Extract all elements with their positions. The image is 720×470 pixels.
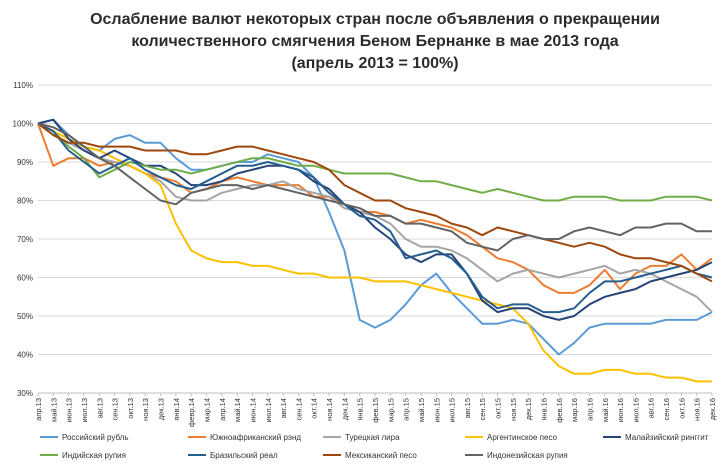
legend-label: Турецкая лира [345,433,400,442]
series-line-1 [37,118,713,356]
series-line-7 [37,122,713,314]
x-tick-label: окт.15 [494,398,503,419]
x-tick-label: дек.13 [157,398,166,420]
x-tick-label: дек.16 [708,398,717,420]
legend-item: Индонезийская рупия [465,451,568,460]
x-tick-label: ноя.15 [509,398,518,421]
series-line-6 [37,122,713,202]
x-tick-label: июн.14 [248,398,257,422]
x-tick-label: авг.13 [95,398,104,418]
x-tick-label: июл.14 [264,398,273,422]
x-tick-label: авг.15 [463,398,472,418]
legend-label: Бразильский реал [210,451,278,460]
y-axis: 30% 40% 50% 60% 70% 80% 90% 100% 110% [13,81,33,398]
legend-item: Индийская рупия [40,451,126,460]
x-tick-label: сен.14 [294,398,303,421]
x-tick-label: июл.16 [631,398,640,422]
x-tick-label: дек.15 [524,398,533,420]
y-tick-label: 30% [17,389,33,398]
legend-item: Мексиканский песо [323,451,417,460]
chart-title: Ослабление валют некоторых стран после о… [90,11,660,72]
y-tick-label: 70% [17,235,33,244]
x-tick-label: окт.14 [310,398,319,419]
series-line-5 [37,118,713,321]
series-line-8 [37,122,713,283]
x-tick-label: апр.16 [585,398,594,421]
series-line-4 [37,122,712,383]
y-tick-label: 50% [17,312,33,321]
series-line-3 [37,122,713,313]
x-tick-label: окт.13 [126,398,135,419]
legend-label: Южноафриканский рэнд [210,433,301,442]
x-tick-label: фев.16 [555,398,564,423]
x-tick-label: май.14 [233,398,242,422]
x-tick-label: апр.15 [402,398,411,421]
x-tick-label: дек.14 [340,398,349,420]
x-tick-label: февр.14 [187,398,196,427]
x-tick-label: ноя.16 [693,398,702,421]
legend-item: Южноафриканский рэнд [188,433,301,442]
legend-item: Российский рубль [40,433,129,442]
x-tick-label: июн.13 [65,398,74,422]
x-tick-label: мар.16 [570,398,579,422]
legend: Российский рубль Южноафриканский рэнд Туре… [40,433,709,460]
y-tick-label: 100% [13,120,33,129]
x-tick-label: ноя.13 [141,398,150,421]
legend-label: Индонезийская рупия [487,451,568,460]
y-tick-label: 80% [17,197,33,206]
legend-item: Бразильский реал [188,451,278,460]
x-tick-label: май.13 [49,398,58,422]
chart-title-line-3: (апрель 2013 = 100%) [291,55,458,72]
x-tick-label: сен.16 [662,398,671,421]
x-tick-label: авг.16 [647,398,656,418]
chart-title-line-2: количественного смягчения Беном Бернанке… [131,33,618,50]
legend-label: Мексиканский песо [345,451,417,460]
legend-label: Малайзийский ринггит [625,433,709,442]
legend-label: Аргентинское песо [487,433,558,442]
x-axis: апр.13 май.13 июн.13 июл.13 авг.13 сен.13 окт.… [34,393,717,427]
y-tick-label: 60% [17,274,33,283]
legend-label: Российский рубль [62,433,129,442]
x-tick-label: май.16 [601,398,610,422]
y-tick-label: 90% [17,158,33,167]
y-tick-label: 40% [17,351,33,360]
x-tick-label: июл.15 [448,398,457,422]
series-line-9 [37,122,712,252]
x-tick-label: сен.15 [478,398,487,421]
x-tick-label: мар.15 [386,398,395,422]
x-tick-label: июн.15 [432,398,441,422]
series-line-2 [37,123,713,294]
x-tick-label: авг.14 [279,398,288,418]
x-tick-label: окт.16 [677,398,686,419]
legend-item: Аргентинское песо [465,433,558,442]
x-tick-label: мар.14 [203,398,212,422]
x-tick-label: апр.14 [218,398,227,421]
legend-label: Индийская рупия [62,451,126,460]
x-tick-label: янв.14 [172,398,181,421]
x-tick-label: янв.15 [356,398,365,421]
x-tick-label: янв.16 [540,398,549,421]
x-tick-label: сен.13 [111,398,120,421]
legend-item: Малайзийский ринггит [603,433,709,442]
y-tick-label: 110% [13,81,33,90]
legend-item: Турецкая лира [323,433,400,442]
plot-area [37,118,713,383]
x-tick-label: май.15 [417,398,426,422]
x-tick-label: июл.13 [80,398,89,422]
x-tick-label: июн.16 [616,398,625,422]
x-tick-label: фев.15 [371,398,380,423]
gridlines [38,84,712,394]
x-tick-label: апр.13 [34,398,43,421]
x-tick-label: ноя.14 [325,398,334,421]
chart-title-line-1: Ослабление валют некоторых стран после о… [90,11,660,28]
